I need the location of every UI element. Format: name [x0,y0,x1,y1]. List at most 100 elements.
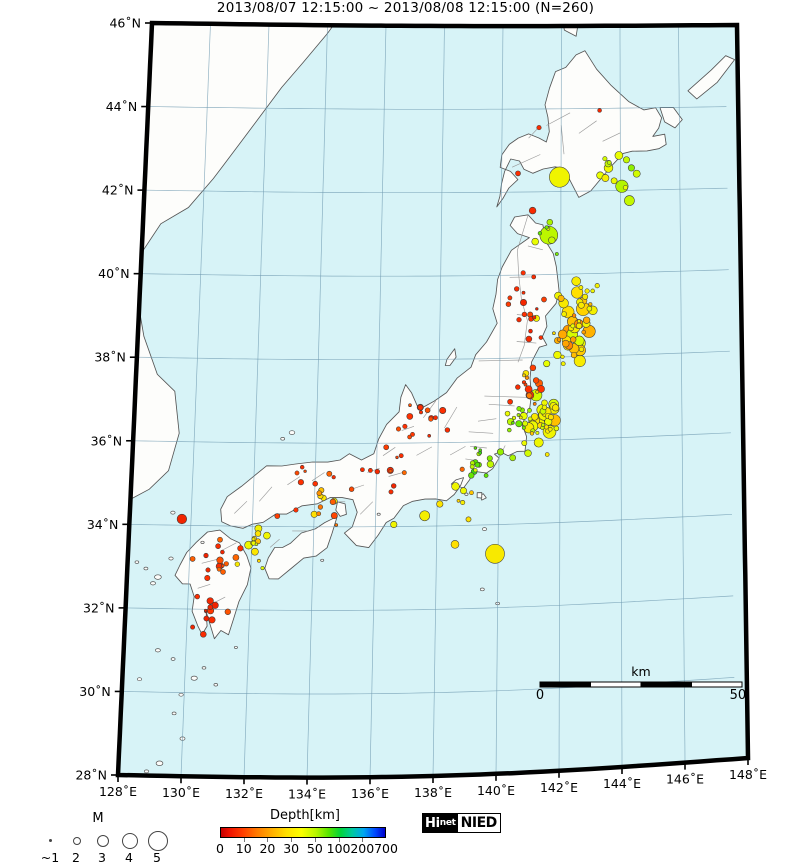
epicenter-marker[interactable] [419,510,431,522]
epicenter-marker[interactable] [594,283,600,289]
epicenter-marker[interactable] [260,566,265,571]
epicenter-marker[interactable] [469,464,475,470]
epicenter-marker[interactable] [531,237,539,246]
epicenter-marker[interactable] [334,523,339,527]
epicenter-marker[interactable] [528,328,533,334]
epicenter-marker[interactable] [590,288,595,294]
epicenter-marker[interactable] [312,480,318,487]
epicenter-marker[interactable] [602,156,608,162]
epicenter-marker[interactable] [216,556,224,564]
epicenter-marker[interactable] [203,608,208,613]
epicenter-marker[interactable] [478,448,482,452]
epicenter-marker[interactable] [504,410,511,417]
epicenter-marker[interactable] [543,360,551,368]
epicenter-marker[interactable] [274,513,281,519]
epicenter-marker[interactable] [433,415,438,421]
epicenter-marker[interactable] [561,311,567,317]
epicenter-marker[interactable] [554,252,559,256]
epicenter-marker[interactable] [511,421,515,425]
epicenter-marker[interactable] [547,414,554,421]
epicenter-marker[interactable] [331,475,336,480]
epicenter-marker[interactable] [571,276,581,286]
epicenter-marker[interactable] [514,286,520,292]
epicenter-marker[interactable] [535,389,540,394]
epicenter-marker[interactable] [570,351,578,359]
epicenter-marker[interactable] [251,537,256,541]
epicenter-marker[interactable] [544,452,550,457]
epicenter-marker[interactable] [406,413,414,420]
epicenter-marker[interactable] [444,427,451,433]
epicenter-marker[interactable] [402,423,408,429]
epicenter-marker[interactable] [208,616,216,624]
epicenter-marker[interactable] [520,270,526,276]
epicenter-marker[interactable] [532,402,537,406]
epicenter-marker[interactable] [469,490,474,496]
epicenter-marker[interactable] [521,425,526,430]
epicenter-marker[interactable] [507,427,512,433]
epicenter-marker[interactable] [582,316,591,324]
epicenter-marker[interactable] [190,624,196,630]
epicenter-marker[interactable] [557,294,565,302]
epicenter-marker[interactable] [578,285,584,290]
epicenter-marker[interactable] [578,346,585,352]
epicenter-marker[interactable] [546,219,553,226]
epicenter-marker[interactable] [300,465,305,470]
epicenter-marker[interactable] [263,531,271,540]
epicenter-marker[interactable] [549,166,570,188]
epicenter-marker[interactable] [538,335,544,340]
epicenter-marker[interactable] [505,301,512,307]
epicenter-marker[interactable] [450,540,460,549]
epicenter-marker[interactable] [523,382,528,387]
epicenter-marker[interactable] [521,311,528,318]
epicenter-marker[interactable] [632,169,641,178]
epicenter-marker[interactable] [515,170,521,177]
epicenter-marker[interactable] [571,313,577,318]
epicenter-marker[interactable] [194,593,200,600]
epicenter-marker[interactable] [374,468,380,475]
epicenter-marker[interactable] [398,453,404,459]
epicenter-marker[interactable] [217,536,223,543]
epicenter-marker[interactable] [582,293,589,300]
epicenter-marker[interactable] [527,416,533,422]
epicenter-marker[interactable] [507,295,513,301]
epicenter-marker[interactable] [486,455,493,462]
epicenter-marker[interactable] [427,433,432,438]
epicenter-marker[interactable] [623,156,630,164]
epicenter-marker[interactable] [552,331,556,336]
epicenter-marker[interactable] [330,512,338,520]
epicenter-marker[interactable] [532,315,537,320]
epicenter-marker[interactable] [522,420,529,427]
epicenter-marker[interactable] [537,231,543,236]
epicenter-marker[interactable] [547,426,553,432]
epicenter-marker[interactable] [536,125,542,131]
epicenter-marker[interactable] [436,500,444,508]
epicenter-marker[interactable] [485,543,505,564]
epicenter-marker[interactable] [570,336,577,343]
epicenter-marker[interactable] [401,470,407,476]
epicenter-marker[interactable] [200,631,207,638]
epicenter-marker[interactable] [507,398,513,405]
epicenter-marker[interactable] [232,554,240,561]
epicenter-marker[interactable] [293,507,299,513]
epicenter-marker[interactable] [524,449,532,457]
epicenter-marker[interactable] [515,420,523,428]
epicenter-marker[interactable] [570,323,576,329]
epicenter-marker[interactable] [189,556,196,562]
epicenter-marker[interactable] [303,469,307,473]
epicenter-marker[interactable] [577,301,585,309]
epicenter-marker[interactable] [524,375,530,380]
epicenter-marker[interactable] [483,473,489,478]
epicenter-marker[interactable] [257,558,261,563]
epicenter-marker[interactable] [526,392,533,399]
epicenter-marker[interactable] [408,403,412,408]
epicenter-marker[interactable] [516,317,522,323]
epicenter-marker[interactable] [515,384,521,390]
epicenter-marker[interactable] [390,521,398,528]
epicenter-marker[interactable] [561,339,570,348]
epicenter-marker[interactable] [417,404,424,411]
epicenter-marker[interactable] [316,511,322,517]
epicenter-marker[interactable] [516,413,521,417]
epicenter-marker[interactable] [575,322,583,329]
epicenter-marker[interactable] [557,329,568,339]
epicenter-marker[interactable] [326,470,333,477]
